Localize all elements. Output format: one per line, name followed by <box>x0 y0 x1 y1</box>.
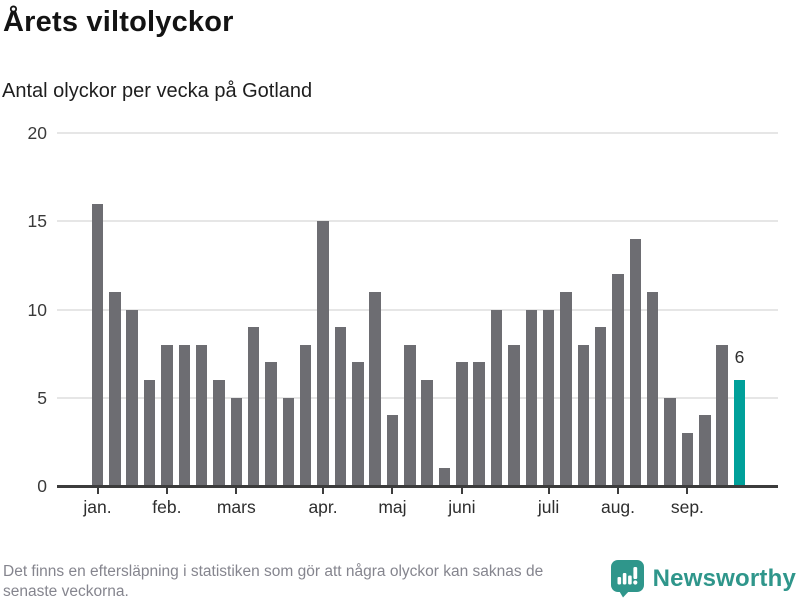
bar-chart-exclamation-bubble-icon <box>610 560 644 598</box>
bar <box>161 344 173 486</box>
bar <box>612 274 624 486</box>
y-axis-label-5: 5 <box>37 387 47 408</box>
bar <box>265 362 277 486</box>
y-axis-label-0: 0 <box>37 476 47 496</box>
bar <box>334 327 347 486</box>
bar <box>247 327 260 486</box>
bar <box>421 380 433 486</box>
bar <box>508 344 520 486</box>
bar <box>126 309 138 486</box>
bar <box>317 221 329 486</box>
bar <box>213 380 225 486</box>
x-tick-juli <box>547 488 550 494</box>
bar <box>716 344 728 486</box>
x-tick-sep <box>686 488 689 494</box>
bar <box>143 380 156 486</box>
bar <box>352 362 364 486</box>
chart-title: Årets viltolyckor <box>3 6 234 38</box>
x-axis-label-mars: mars <box>216 497 256 517</box>
bar <box>369 291 381 486</box>
footnote: Det finns en eftersläpning i statistiken… <box>3 562 628 600</box>
x-axis-line <box>57 485 778 488</box>
y-axis-label-15: 15 <box>27 211 47 232</box>
bar <box>629 238 642 486</box>
bar <box>699 415 711 486</box>
bar <box>456 362 468 486</box>
x-axis-label-maj: maj <box>378 497 407 517</box>
bar <box>91 203 104 486</box>
footnote-line2: senaste veckorna. <box>3 583 129 600</box>
bar <box>404 344 416 486</box>
bar <box>438 468 451 486</box>
newsworthy-logo: Newsworthy <box>610 559 796 598</box>
gridline-y5 <box>57 396 778 399</box>
bar-value-label: 6 <box>734 347 745 368</box>
bar <box>681 433 694 486</box>
x-tick-mars <box>235 488 238 494</box>
bar <box>386 415 399 486</box>
x-tick-jan <box>96 488 99 494</box>
bar <box>195 344 208 486</box>
x-tick-apr <box>322 488 325 494</box>
bar-highlighted <box>733 380 746 486</box>
bar <box>664 397 676 486</box>
bar <box>230 397 243 486</box>
chart-subtitle: Antal olyckor per vecka på Gotland <box>2 80 313 102</box>
gridline-y15 <box>57 220 778 223</box>
x-axis-label-juni: juni <box>448 497 476 517</box>
x-axis-label-juli: juli <box>537 497 560 517</box>
bar <box>594 327 607 486</box>
x-axis-label-feb: feb. <box>152 497 182 517</box>
y-axis-label-10: 10 <box>27 299 47 320</box>
plot-area: 6 <box>57 119 778 486</box>
x-tick-feb <box>165 488 168 494</box>
bar <box>178 344 190 486</box>
footnote-line1: Det finns en eftersläpning i statistiken… <box>3 563 544 580</box>
x-tick-aug <box>617 488 619 494</box>
x-axis-label-apr: apr. <box>308 497 338 517</box>
bar <box>577 344 590 486</box>
bar <box>646 291 659 486</box>
bar <box>542 309 555 486</box>
y-axis-label-20: 20 <box>27 123 47 143</box>
bar <box>490 309 503 486</box>
bar <box>109 291 121 486</box>
bar <box>560 291 572 486</box>
bar <box>299 344 312 486</box>
gridline-y10 <box>57 308 778 311</box>
x-axis-label-jan: jan. <box>83 497 112 517</box>
gridline-y20 <box>57 132 778 134</box>
x-tick-maj <box>391 488 394 494</box>
bar <box>282 397 295 486</box>
x-axis-label-aug: aug. <box>600 497 636 517</box>
newsworthy-logo-text: Newsworthy <box>652 564 796 592</box>
bar <box>525 309 537 486</box>
x-axis-label-sep: sep. <box>670 497 704 517</box>
bar <box>473 362 485 486</box>
x-tick-juni <box>460 488 463 494</box>
